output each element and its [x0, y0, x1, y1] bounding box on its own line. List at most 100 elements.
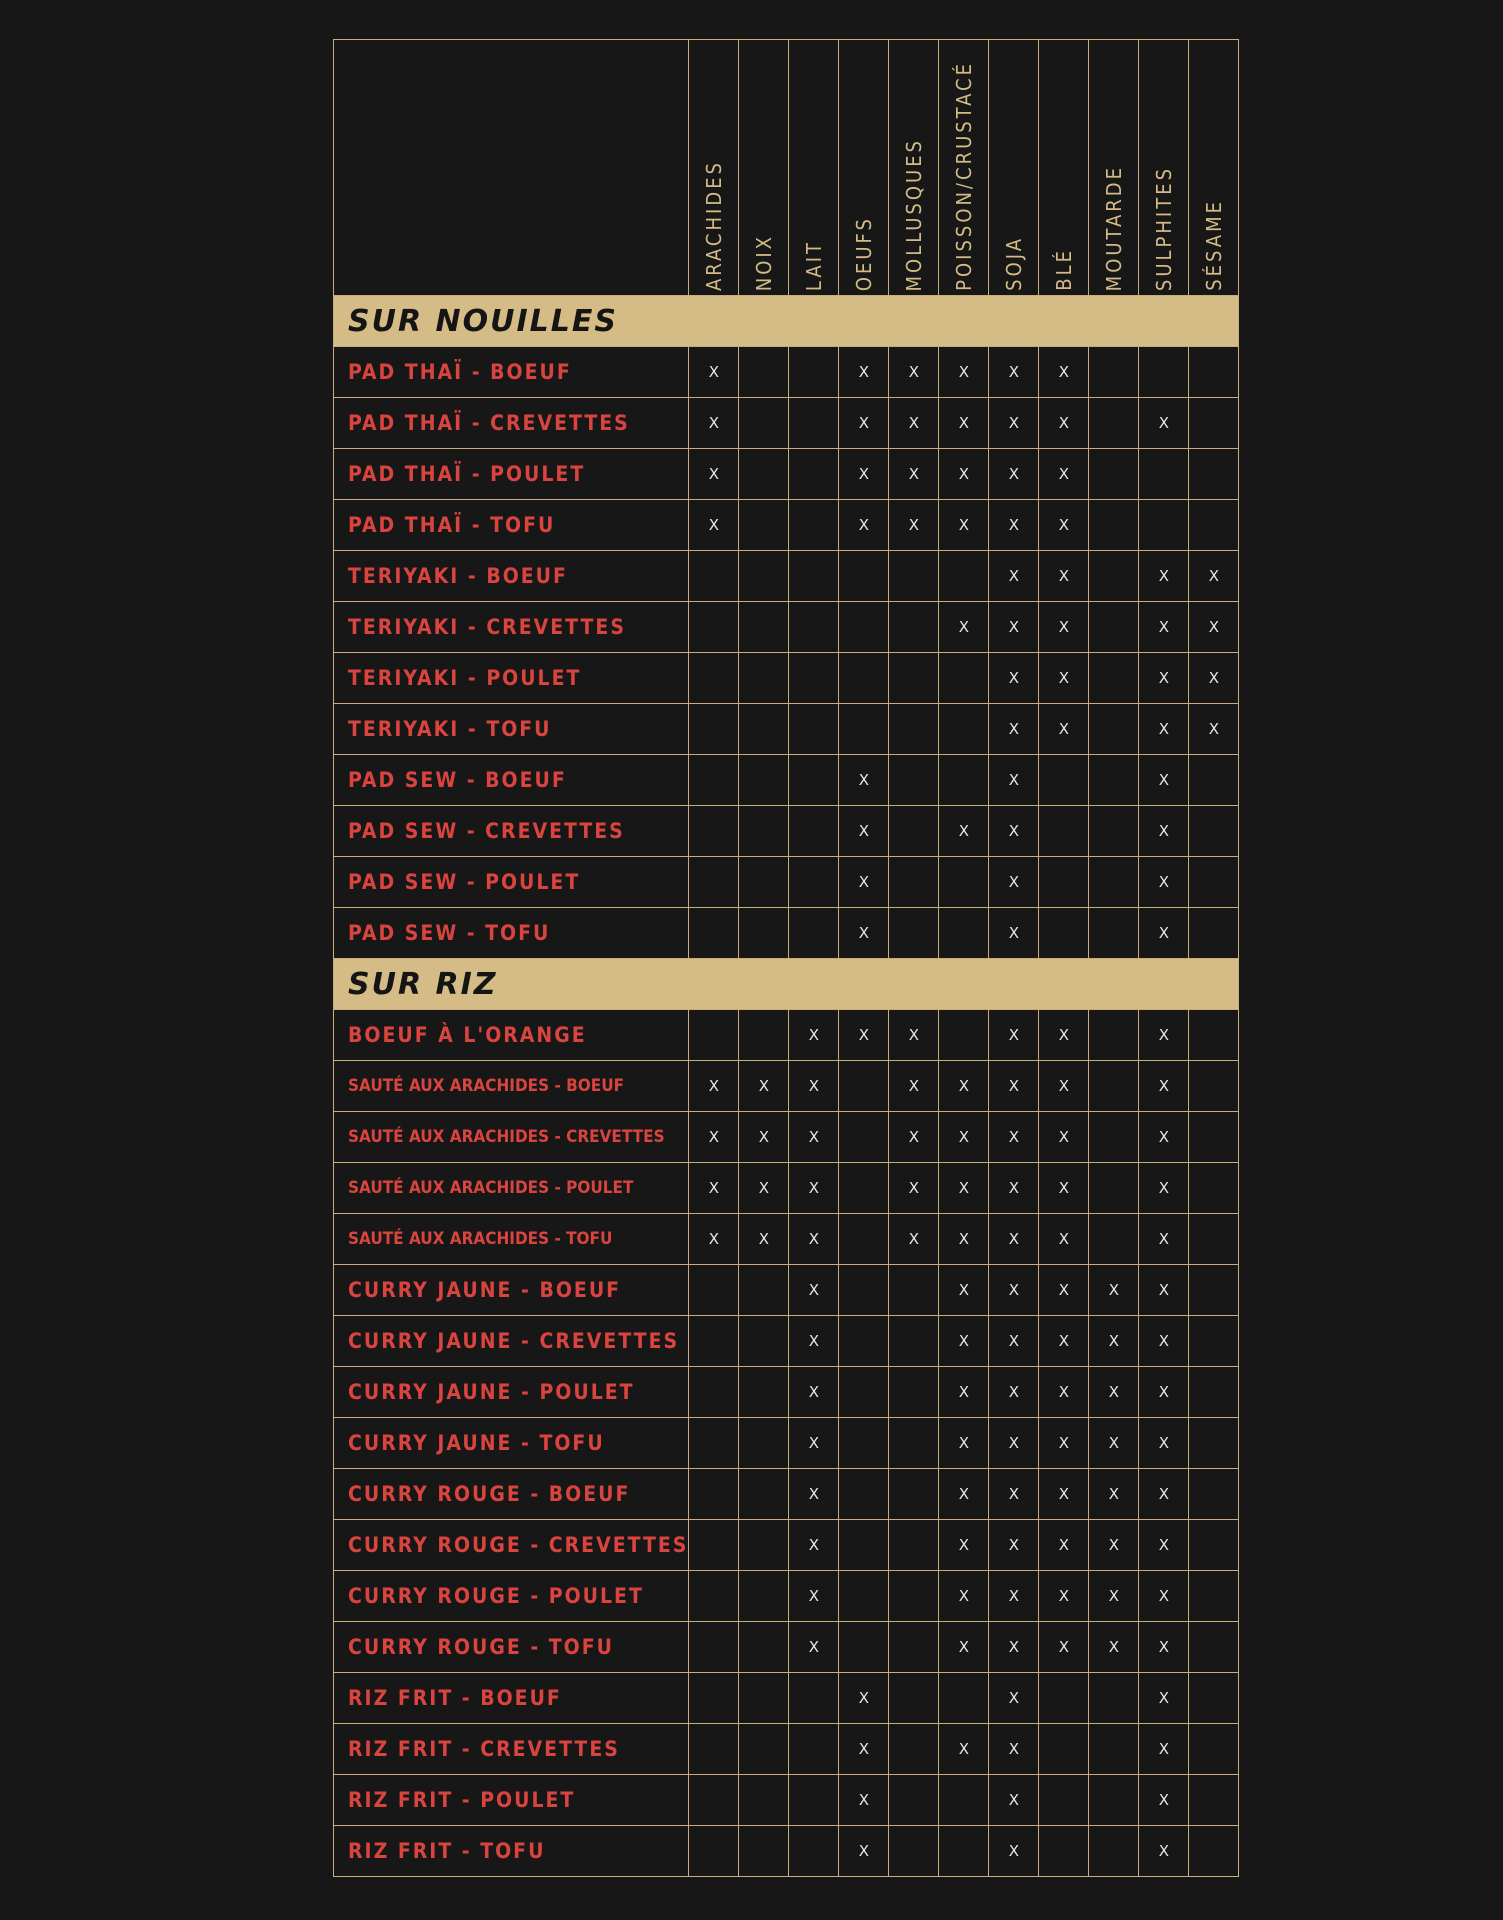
empty-cell — [1188, 1009, 1240, 1061]
allergen-mark: X — [1188, 550, 1240, 602]
empty-cell — [1188, 1366, 1240, 1418]
empty-cell — [738, 1468, 790, 1520]
allergen-mark: X — [988, 1468, 1040, 1520]
empty-cell — [1038, 1672, 1090, 1724]
empty-cell — [1088, 856, 1140, 908]
empty-cell — [938, 1009, 990, 1061]
allergen-mark: X — [988, 397, 1040, 449]
empty-cell — [838, 1060, 890, 1112]
column-label: POISSON/CRUSTACÉ — [951, 61, 976, 291]
allergen-mark: X — [1088, 1621, 1140, 1673]
dish-name: CURRY ROUGE - BOEUF — [332, 1468, 690, 1520]
allergen-mark: X — [988, 601, 1040, 653]
empty-cell — [1038, 754, 1090, 806]
dish-name: SAUTÉ AUX ARACHIDES - TOFU — [332, 1213, 690, 1265]
empty-cell — [1038, 1825, 1090, 1877]
allergen-mark: X — [1138, 1315, 1190, 1367]
empty-cell — [888, 907, 940, 959]
empty-cell — [838, 601, 890, 653]
allergen-mark: X — [838, 1672, 890, 1724]
empty-cell — [788, 805, 840, 857]
empty-cell — [1088, 1825, 1140, 1877]
allergen-mark: X — [988, 1774, 1040, 1826]
empty-cell — [938, 703, 990, 755]
allergen-mark: X — [988, 1315, 1040, 1367]
allergen-mark: X — [988, 1213, 1040, 1265]
empty-cell — [888, 805, 940, 857]
empty-cell — [1088, 1672, 1140, 1724]
allergen-mark: X — [738, 1213, 790, 1265]
empty-cell — [1188, 907, 1240, 959]
allergen-mark: X — [688, 346, 740, 398]
empty-cell — [688, 805, 740, 857]
allergen-mark: X — [688, 1060, 740, 1112]
empty-cell — [1038, 805, 1090, 857]
allergen-mark: X — [938, 1315, 990, 1367]
empty-cell — [1088, 346, 1140, 398]
empty-cell — [888, 1825, 940, 1877]
allergen-mark: X — [938, 1111, 990, 1163]
allergen-mark: X — [888, 448, 940, 500]
empty-cell — [738, 346, 790, 398]
allergen-mark: X — [988, 652, 1040, 704]
empty-cell — [1088, 1774, 1140, 1826]
allergen-mark: X — [838, 754, 890, 806]
dish-name: PAD THAÏ - CREVETTES — [332, 397, 690, 449]
empty-cell — [788, 856, 840, 908]
allergen-mark: X — [938, 1723, 990, 1775]
allergen-mark: X — [988, 1060, 1040, 1112]
allergen-mark: X — [1038, 703, 1090, 755]
allergen-mark: X — [988, 550, 1040, 602]
allergen-mark: X — [1138, 1672, 1190, 1724]
empty-cell — [838, 550, 890, 602]
allergen-mark: X — [838, 1825, 890, 1877]
empty-cell — [738, 805, 790, 857]
allergen-mark: X — [1038, 1621, 1090, 1673]
dish-name: CURRY ROUGE - CREVETTES — [332, 1519, 690, 1571]
empty-cell — [1188, 1417, 1240, 1469]
allergen-mark: X — [788, 1519, 840, 1571]
allergen-mark: X — [988, 1417, 1040, 1469]
empty-cell — [788, 1825, 840, 1877]
allergen-mark: X — [788, 1468, 840, 1520]
dish-row: RIZ FRIT - BOEUF X X X — [332, 1672, 1240, 1724]
allergen-mark: X — [938, 1417, 990, 1469]
allergen-mark: X — [988, 1111, 1040, 1163]
dish-row: CURRY JAUNE - CREVETTES X X X X X X — [332, 1315, 1240, 1367]
allergen-mark: X — [1038, 448, 1090, 500]
empty-cell — [888, 1315, 940, 1367]
empty-cell — [688, 1825, 740, 1877]
empty-cell — [688, 1672, 740, 1724]
dish-name: CURRY ROUGE - POULET — [332, 1570, 690, 1622]
allergen-mark: X — [888, 1213, 940, 1265]
empty-cell — [1038, 1774, 1090, 1826]
empty-cell — [688, 754, 740, 806]
dish-row: CURRY ROUGE - TOFU X X X X X X — [332, 1621, 1240, 1673]
empty-cell — [1188, 1774, 1240, 1826]
column-label: SOJA — [1001, 236, 1026, 291]
dish-row: PAD SEW - TOFU X X X — [332, 907, 1240, 959]
empty-cell — [1188, 1570, 1240, 1622]
allergen-mark: X — [1088, 1366, 1140, 1418]
empty-cell — [938, 550, 990, 602]
dish-name: PAD SEW - TOFU — [332, 907, 690, 959]
dish-name: CURRY JAUNE - BOEUF — [332, 1264, 690, 1316]
allergen-mark: X — [938, 346, 990, 398]
empty-cell — [888, 856, 940, 908]
allergen-mark: X — [888, 499, 940, 551]
dish-row: PAD SEW - CREVETTES X X X X — [332, 805, 1240, 857]
allergen-mark: X — [988, 1723, 1040, 1775]
empty-cell — [1188, 1723, 1240, 1775]
column-header: OEUFS — [838, 39, 890, 296]
allergen-mark: X — [838, 346, 890, 398]
column-label: ARACHIDES — [701, 159, 726, 291]
empty-cell — [688, 1264, 740, 1316]
empty-cell — [738, 1570, 790, 1622]
dish-name: BOEUF À L'ORANGE — [332, 1009, 690, 1061]
allergen-mark: X — [738, 1162, 790, 1214]
empty-cell — [688, 1519, 740, 1571]
header-row: ARACHIDES NOIX LAIT OEUFS MOLLUSQUES POISSON/… — [332, 39, 1240, 296]
dish-name: CURRY JAUNE - POULET — [332, 1366, 690, 1418]
column-header: BLÉ — [1038, 39, 1090, 296]
